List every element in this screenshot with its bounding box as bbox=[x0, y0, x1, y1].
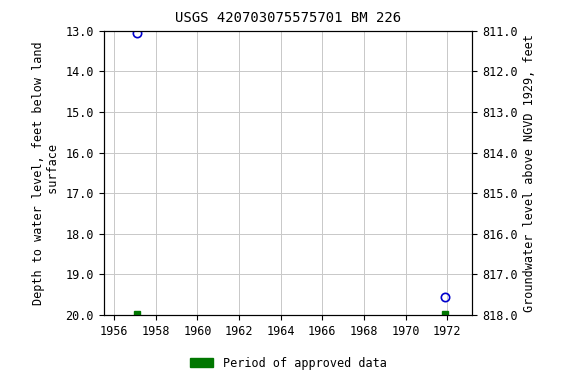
Legend: Period of approved data: Period of approved data bbox=[185, 352, 391, 374]
Y-axis label: Groundwater level above NGVD 1929, feet: Groundwater level above NGVD 1929, feet bbox=[523, 34, 536, 312]
Y-axis label: Depth to water level, feet below land
 surface: Depth to water level, feet below land su… bbox=[32, 41, 60, 305]
Title: USGS 420703075575701 BM 226: USGS 420703075575701 BM 226 bbox=[175, 12, 401, 25]
